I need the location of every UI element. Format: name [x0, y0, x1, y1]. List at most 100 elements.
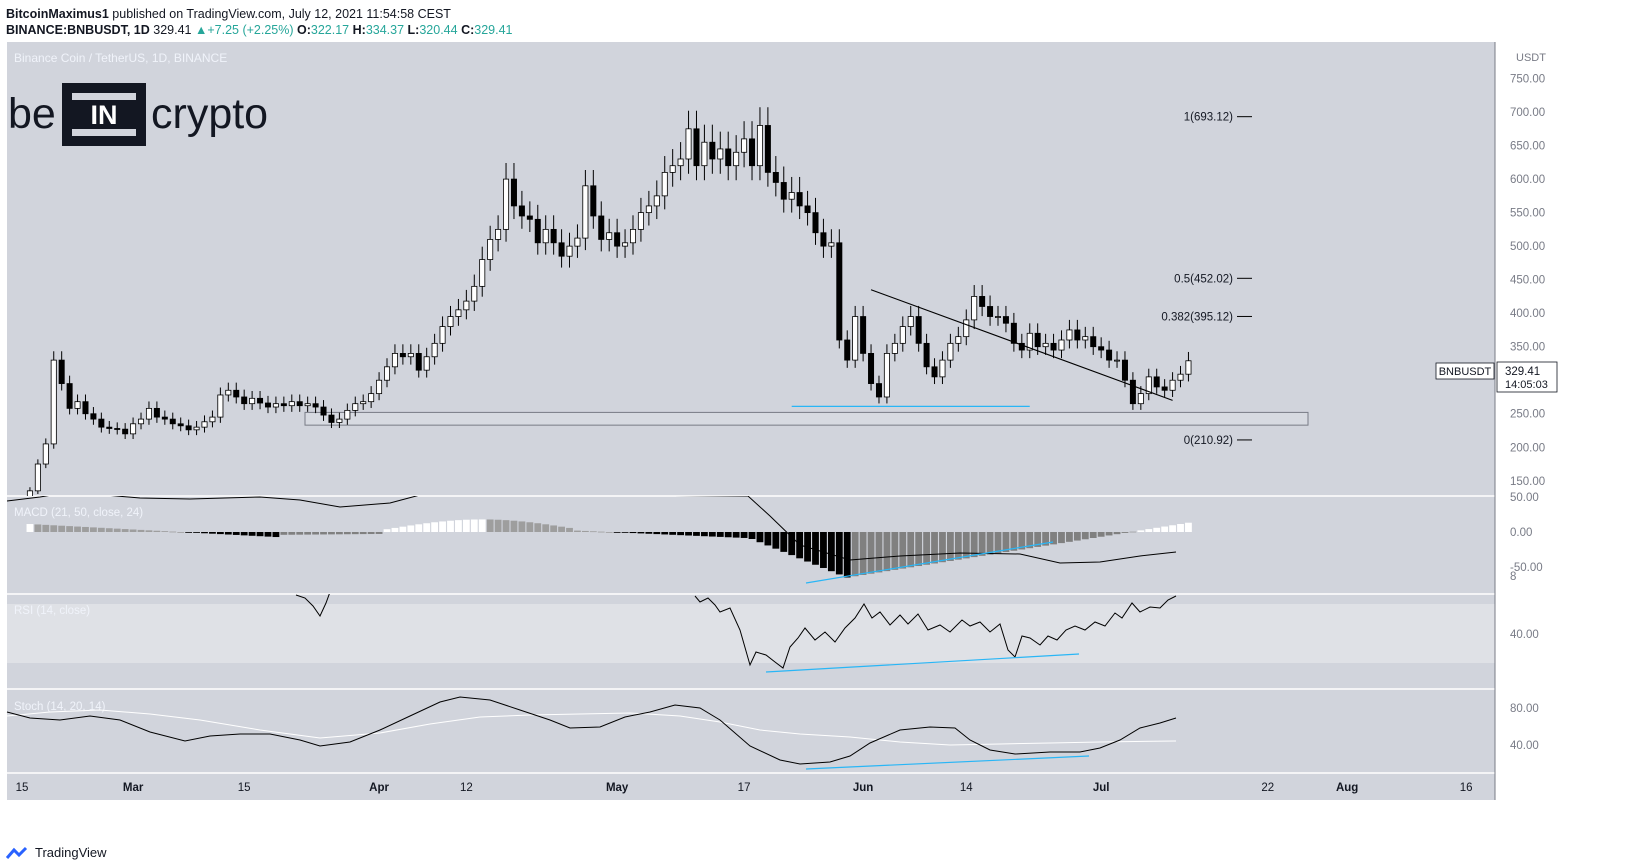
- candle-up: [74, 401, 81, 409]
- macd-histogram-bar: [1097, 532, 1105, 537]
- stoch-tick-label: 40.00: [1510, 740, 1539, 752]
- x-tick-label: 15: [238, 782, 251, 794]
- symbol-badge: [1435, 362, 1495, 380]
- watermark-box-bar: [70, 100, 138, 129]
- candle-up: [963, 319, 970, 338]
- macd-histogram-bar: [145, 530, 153, 532]
- macd-histogram-bar: [34, 524, 42, 532]
- macd-histogram-bar: [240, 532, 248, 536]
- candle-up: [193, 426, 200, 431]
- candle-up: [1185, 360, 1192, 375]
- macd-histogram-bar: [812, 532, 819, 565]
- candle-up: [542, 228, 549, 244]
- candle-up: [288, 401, 295, 407]
- candle-up: [653, 195, 660, 207]
- watermark-crypto: crypto: [151, 90, 268, 138]
- candle-down: [1010, 322, 1017, 344]
- macd-histogram-bar: [494, 519, 502, 532]
- macd-histogram-bar: [66, 526, 74, 532]
- candle-up: [336, 418, 343, 423]
- macd-histogram-bar: [518, 521, 526, 532]
- macd-histogram-bar: [970, 532, 978, 558]
- x-tick-label: May: [606, 782, 629, 794]
- macd-histogram-bar: [645, 532, 653, 534]
- candle-up: [384, 366, 391, 381]
- candle-down: [590, 185, 597, 217]
- candle-down: [526, 215, 533, 220]
- candle-down: [749, 138, 756, 167]
- candle-up: [891, 342, 898, 354]
- x-tick-label: 12: [460, 782, 473, 794]
- macd-histogram-bar: [1002, 532, 1010, 553]
- candle-up: [677, 158, 684, 167]
- macd-histogram-bar: [581, 530, 589, 532]
- price-tick-label: 350.00: [1510, 342, 1545, 354]
- macd-histogram-bar: [851, 532, 859, 577]
- candle-up: [50, 359, 57, 445]
- macd-histogram-bar: [74, 526, 81, 532]
- macd-histogram-bar: [1177, 523, 1184, 532]
- candle-down: [153, 407, 160, 418]
- candle-down: [796, 192, 803, 207]
- macd-histogram-bar: [82, 526, 89, 532]
- macd-histogram-bar: [701, 532, 708, 537]
- macd-histogram-bar: [1058, 532, 1065, 544]
- macd-tick-label: 0.00: [1510, 527, 1532, 539]
- candle-up: [463, 300, 470, 311]
- macd-histogram-bar: [272, 532, 280, 538]
- tradingview-logo[interactable]: TradingView: [6, 845, 107, 860]
- macd-histogram-bar: [121, 529, 129, 532]
- candle-down: [923, 342, 930, 368]
- macd-histogram-bar: [351, 532, 359, 535]
- price-tick-label: 550.00: [1510, 208, 1545, 220]
- macd-histogram-bar: [954, 532, 962, 560]
- macd-histogram-bar: [772, 532, 780, 549]
- macd-histogram-bar: [542, 524, 550, 532]
- candle-up: [42, 443, 49, 465]
- macd-histogram-bar: [843, 532, 851, 578]
- price-tick-label: 700.00: [1510, 107, 1545, 119]
- candle-down: [1153, 376, 1160, 388]
- candle-up: [582, 185, 589, 239]
- stoch-title: Stoch (14, 20, 14): [14, 701, 106, 713]
- macd-histogram-bar: [42, 524, 50, 532]
- macd-histogram-bar: [875, 532, 883, 573]
- macd-histogram-bar: [899, 532, 907, 569]
- candle-up: [733, 151, 740, 167]
- candle-up: [852, 316, 859, 361]
- macd-histogram-bar: [589, 531, 597, 533]
- candle-down: [82, 401, 89, 415]
- macd-histogram-bar: [439, 521, 446, 532]
- price-tick-label: 600.00: [1510, 174, 1545, 186]
- macd-divergence-line: [805, 541, 1054, 584]
- candle-down: [1002, 316, 1009, 324]
- candles-group: [26, 107, 1192, 496]
- macd-histogram-bar: [1073, 532, 1081, 541]
- macd-histogram-bar: [978, 532, 986, 556]
- macd-histogram-bar: [1137, 530, 1145, 532]
- macd-histogram-bar: [574, 530, 581, 532]
- candle-down: [114, 428, 121, 430]
- macd-histogram-bar: [526, 522, 534, 532]
- candle-up: [622, 242, 629, 247]
- candle-up: [1137, 393, 1144, 405]
- candle-down: [233, 389, 240, 398]
- candle-down: [280, 403, 287, 407]
- macd-histogram-bar: [835, 532, 843, 575]
- candle-down: [820, 232, 827, 247]
- candle-down: [804, 205, 811, 214]
- author-name[interactable]: BitcoinMaximus1: [6, 7, 109, 21]
- candle-down: [772, 171, 779, 183]
- macd-histogram-bar: [486, 519, 494, 532]
- macd-histogram-bar: [328, 532, 335, 535]
- macd-histogram-bar: [653, 532, 661, 535]
- candle-up: [304, 403, 311, 407]
- macd-histogram-bar: [724, 532, 732, 538]
- price-tick-label: 650.00: [1510, 141, 1545, 153]
- price-change: +7.25 (+2.25%): [207, 23, 294, 37]
- candle-up: [574, 237, 581, 247]
- price-tick-label: 400.00: [1510, 308, 1545, 320]
- macd-histogram-bar: [193, 532, 200, 533]
- candle-up: [391, 353, 398, 368]
